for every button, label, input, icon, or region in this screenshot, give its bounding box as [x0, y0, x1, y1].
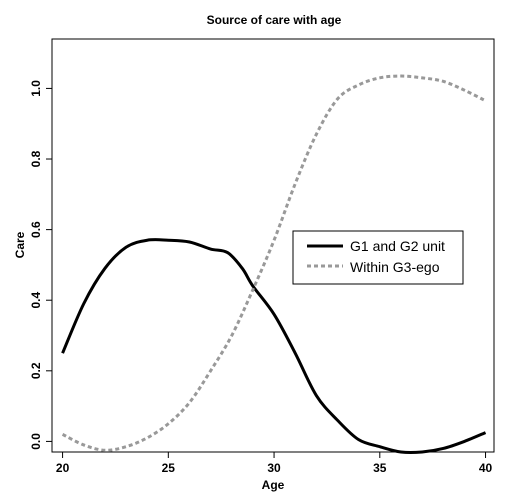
- y-axis: 0.0 0.2 0.4 0.6 0.8 1.0: [29, 80, 52, 450]
- series-layer: [61, 74, 487, 455]
- x-tick-label: 20: [56, 461, 70, 475]
- legend-label-g1-g2: G1 and G2 unit: [350, 238, 445, 254]
- y-tick-label: 0.4: [29, 292, 43, 309]
- series-line-within-g3-ego: [61, 74, 487, 452]
- series-line-g1-g2-unit: [61, 238, 487, 455]
- y-axis-label: Care: [13, 231, 27, 258]
- y-tick-label: 0.8: [29, 150, 43, 167]
- legend-label-g3-ego: Within G3-ego: [350, 259, 440, 275]
- x-axis: 20 25 30 35 40: [56, 452, 493, 475]
- y-tick-label: 0.6: [29, 221, 43, 238]
- x-tick-label: 35: [373, 461, 387, 475]
- x-tick-label: 25: [162, 461, 176, 475]
- plot-frame: [51, 38, 495, 453]
- legend-box: [292, 230, 464, 285]
- y-tick-label: 1.0: [29, 80, 43, 97]
- x-axis-label: Age: [262, 478, 285, 492]
- y-tick-label: 0.0: [29, 433, 43, 450]
- x-tick-label: 40: [479, 461, 493, 475]
- x-tick-label: 30: [267, 461, 281, 475]
- legend: G1 and G2 unit Within G3-ego: [292, 230, 464, 285]
- chart-title: Source of care with age: [207, 13, 342, 27]
- y-tick-label: 0.2: [29, 362, 43, 379]
